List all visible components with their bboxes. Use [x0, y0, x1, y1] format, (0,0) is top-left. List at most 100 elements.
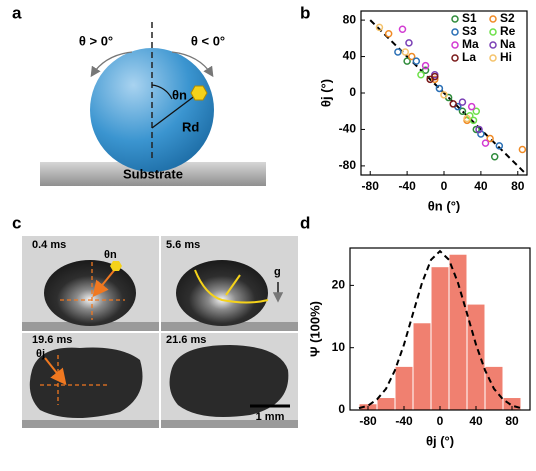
point: [458, 107, 467, 115]
angle-label: θ < 0°: [191, 33, 225, 48]
time-label: 19.6 ms: [32, 334, 72, 346]
panel-label: c: [12, 213, 21, 232]
arrow: [92, 267, 117, 298]
radius-label: Rd: [182, 119, 199, 134]
bar: [466, 303, 486, 411]
fit-line: [358, 249, 522, 410]
gravity-label: g: [274, 266, 281, 278]
point: [490, 153, 499, 161]
y-tick-label: -40: [339, 122, 357, 136]
droplet-photo: [29, 347, 143, 419]
radius-line: [151, 94, 197, 129]
point: [458, 98, 467, 106]
x-tick-label: -40: [395, 414, 413, 428]
point: [463, 114, 471, 123]
legend-label: S2: [500, 11, 515, 25]
point: [481, 139, 490, 147]
x-tick-label: -40: [398, 179, 416, 193]
y-tick-label: 80: [343, 12, 357, 26]
point: [435, 84, 444, 93]
time-label: 0.4 ms: [32, 239, 66, 251]
x-tick-label: 40: [469, 414, 483, 428]
point: [467, 102, 476, 111]
theta-label: θj: [36, 348, 45, 360]
point: [407, 52, 416, 61]
point: [417, 71, 425, 79]
arrow: [44, 357, 67, 386]
y-tick-label: 10: [332, 340, 346, 354]
x-axis-label: θj (°): [426, 433, 454, 448]
diagram: θ > 0° θ < 0° θn Rd Substrate: [40, 22, 266, 186]
particle: [110, 261, 122, 271]
point: [401, 48, 410, 56]
point: [469, 116, 478, 125]
trajectory: [194, 269, 269, 304]
legend-marker: [489, 41, 497, 49]
point: [431, 75, 439, 84]
x-tick-label: 40: [474, 179, 488, 193]
theta-label: θn: [104, 249, 117, 261]
photo-grid: 0.4 ms 5.6 ms 19.6 ms 21.6 ms θn θj g 1 …: [22, 236, 298, 428]
point: [405, 39, 413, 47]
x-tick-label: 80: [505, 414, 519, 428]
y-tick-label: 0: [349, 85, 356, 99]
legend-label: Ma: [462, 37, 479, 51]
y-tick-label: 40: [343, 49, 357, 63]
angle-label: θ > 0°: [79, 33, 113, 48]
legend-marker: [451, 41, 459, 49]
time-label: 5.6 ms: [166, 239, 200, 251]
point: [518, 145, 527, 154]
bar: [430, 266, 450, 411]
bar: [394, 365, 414, 411]
bar: [448, 253, 468, 411]
scale-label: 1 mm: [256, 411, 285, 423]
point: [495, 142, 504, 150]
droplet-photo: [169, 345, 289, 418]
bar: [412, 322, 432, 411]
y-axis-label: Ψ (100%): [307, 301, 322, 357]
x-axis-label: θn (°): [428, 198, 460, 213]
point: [421, 61, 430, 70]
point: [472, 107, 481, 115]
y-tick-label: 0: [338, 402, 345, 416]
bar: [376, 397, 396, 411]
time-label: 21.6 ms: [166, 334, 206, 346]
legend-label: La: [462, 50, 476, 64]
point: [412, 57, 421, 65]
x-tick-label: 0: [437, 414, 444, 428]
point: [384, 30, 393, 38]
arrow: [171, 51, 214, 78]
point: [440, 91, 448, 99]
legend-marker: [451, 54, 459, 62]
legend-label: Na: [500, 37, 516, 51]
point: [398, 25, 407, 33]
droplet: [90, 48, 214, 172]
y-tick-label: 20: [332, 278, 346, 292]
point: [449, 100, 457, 108]
legend-marker: [489, 28, 497, 36]
droplet-photo: [44, 260, 136, 326]
panel-label: a: [12, 3, 22, 22]
x-tick-label: 0: [441, 179, 448, 193]
particle: [190, 85, 208, 101]
legend-label: S3: [462, 24, 477, 38]
legend-marker: [451, 28, 459, 36]
legend-label: Re: [500, 24, 516, 38]
theta-label: θn: [172, 87, 187, 102]
legend-marker: [489, 15, 497, 23]
y-tick-label: -80: [339, 158, 357, 172]
point: [375, 23, 384, 32]
point: [486, 134, 494, 143]
point: [431, 72, 439, 81]
x-tick-label: -80: [362, 179, 380, 193]
point: [403, 57, 411, 65]
arrow: [225, 274, 241, 296]
point: [472, 125, 481, 134]
x-tick-label: -80: [359, 414, 377, 428]
point: [394, 48, 402, 56]
angle-arc: [151, 84, 173, 100]
point: [421, 66, 430, 74]
panel-label: b: [300, 3, 310, 22]
legend-label: Hi: [500, 50, 512, 64]
substrate-label: Substrate: [123, 166, 183, 181]
